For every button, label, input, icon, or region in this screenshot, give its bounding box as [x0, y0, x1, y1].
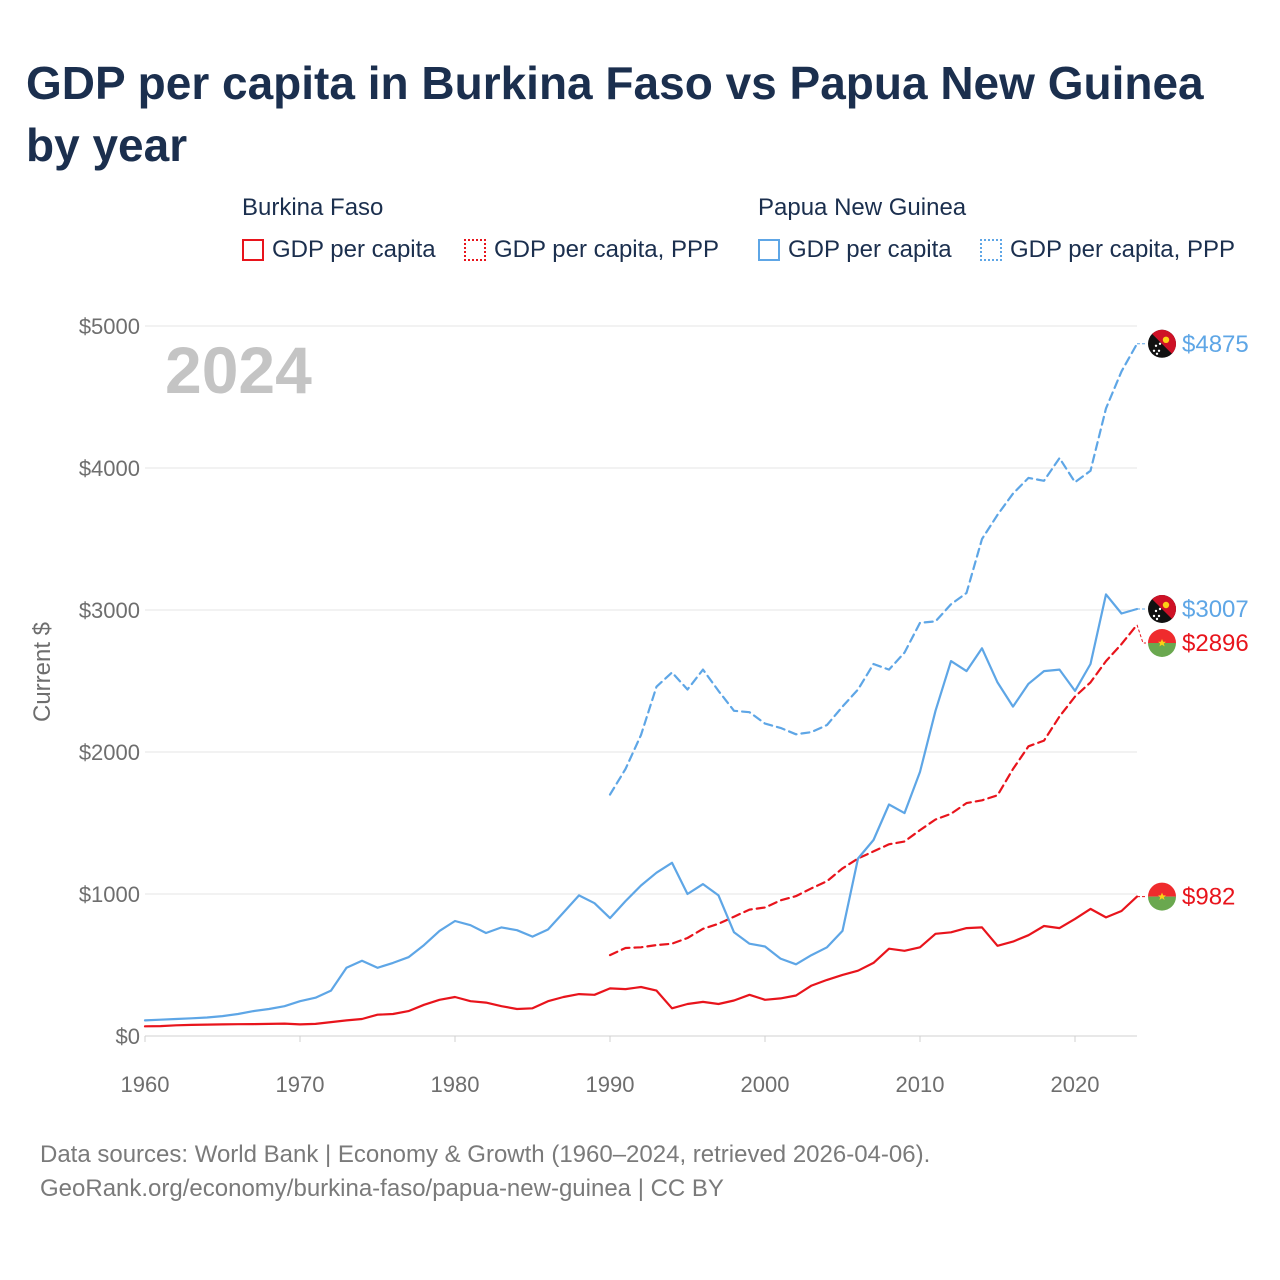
y-axis-label: Current $	[29, 622, 56, 722]
legend-label: GDP per capita	[788, 236, 952, 263]
flag-star	[1155, 617, 1159, 621]
legend-item-png-gdp[interactable]: GDP per capita	[758, 234, 952, 266]
flag-star	[1152, 614, 1156, 618]
flag-star	[1154, 344, 1158, 347]
end-value-label: $4875	[1182, 331, 1249, 358]
legend-swatch-dotted-red	[464, 239, 486, 261]
x-tick-label: 2000	[741, 1072, 790, 1097]
burkina-faso-flag-icon	[1148, 882, 1176, 911]
papua-new-guinea-flag-icon	[1148, 595, 1176, 623]
flag-star	[1158, 639, 1166, 647]
leader-line	[1136, 624, 1146, 644]
x-tick-label: 2010	[896, 1072, 945, 1097]
y-tick-label: $3000	[79, 598, 140, 623]
chart-title: GDP per capita in Burkina Faso vs Papua …	[26, 57, 1204, 171]
flag-green-band	[1148, 896, 1176, 911]
legend-swatch-solid-blue	[758, 239, 780, 261]
flag-red-band	[1148, 882, 1176, 897]
x-tick-label: 2020	[1051, 1072, 1100, 1097]
flag-green-band	[1148, 643, 1176, 657]
end-markers: $4875 $3007 $2896 $982	[1136, 329, 1249, 911]
papua-new-guinea-flag-icon	[1148, 329, 1176, 358]
flag-star	[1157, 614, 1161, 618]
legend-group-papua-new-guinea: Papua New Guinea	[758, 194, 967, 221]
flag-star	[1158, 342, 1162, 345]
series-line-papua-new-guinea-gdp-per-capita	[143, 593, 1139, 1022]
legend-item-bf-gdp[interactable]: GDP per capita	[242, 234, 436, 266]
legend-swatch-solid-red	[242, 239, 264, 261]
footer-sources: Data sources: World Bank | Economy & Gro…	[40, 1141, 931, 1168]
flag-star	[1155, 352, 1159, 355]
flag-star	[1154, 609, 1158, 613]
series-line-burkina-faso-gdp-per-capita-ppp	[608, 623, 1139, 957]
year-watermark: 2024	[165, 333, 312, 407]
legend-label: GDP per capita	[272, 236, 436, 263]
grid	[145, 325, 1137, 1037]
legend-label: GDP per capita, PPP	[1010, 236, 1235, 263]
flag-bird	[1162, 336, 1170, 343]
footer: Data sources: World Bank | Economy & Gro…	[40, 1138, 930, 1206]
x-tick-label: 1980	[431, 1072, 480, 1097]
flag-star	[1158, 607, 1162, 611]
burkina-faso-flag-icon	[1148, 629, 1176, 657]
y-tick-label: $5000	[79, 314, 140, 339]
flag-red-band	[1148, 629, 1176, 643]
flag-star	[1152, 349, 1156, 352]
series-line-papua-new-guinea-gdp-per-capita-ppp	[608, 342, 1139, 796]
flag-bird	[1162, 601, 1170, 609]
series-line-burkina-faso-gdp-per-capita	[143, 895, 1139, 1028]
flag-star	[1158, 892, 1166, 900]
flag-star	[1157, 349, 1161, 352]
series	[143, 342, 1139, 1028]
end-value-label: $2896	[1182, 630, 1249, 657]
legend-group-burkina-faso: Burkina Faso	[242, 194, 384, 221]
legend-swatch-dotted-blue	[980, 239, 1002, 261]
end-value-label: $982	[1182, 884, 1235, 911]
y-tick-label: $1000	[79, 882, 140, 907]
y-tick-label: $0	[116, 1024, 140, 1049]
x-tick-label: 1990	[586, 1072, 635, 1097]
y-tick-label: $4000	[79, 456, 140, 481]
legend-label: GDP per capita, PPP	[494, 236, 719, 263]
footer-link[interactable]: GeoRank.org/economy/burkina-faso/papua-n…	[40, 1175, 724, 1202]
x-tick-label: 1970	[276, 1072, 325, 1097]
end-value-label: $3007	[1182, 596, 1249, 623]
y-tick-label: $2000	[79, 740, 140, 765]
legend-item-bf-gdp-ppp[interactable]: GDP per capita, PPP	[464, 234, 719, 266]
legend-item-png-gdp-ppp[interactable]: GDP per capita, PPP	[980, 234, 1235, 266]
x-tick-label: 1960	[121, 1072, 170, 1097]
axes: $0 $1000 $2000 $3000 $4000 $5000 1960 1970 1980 1…	[79, 314, 1100, 1097]
